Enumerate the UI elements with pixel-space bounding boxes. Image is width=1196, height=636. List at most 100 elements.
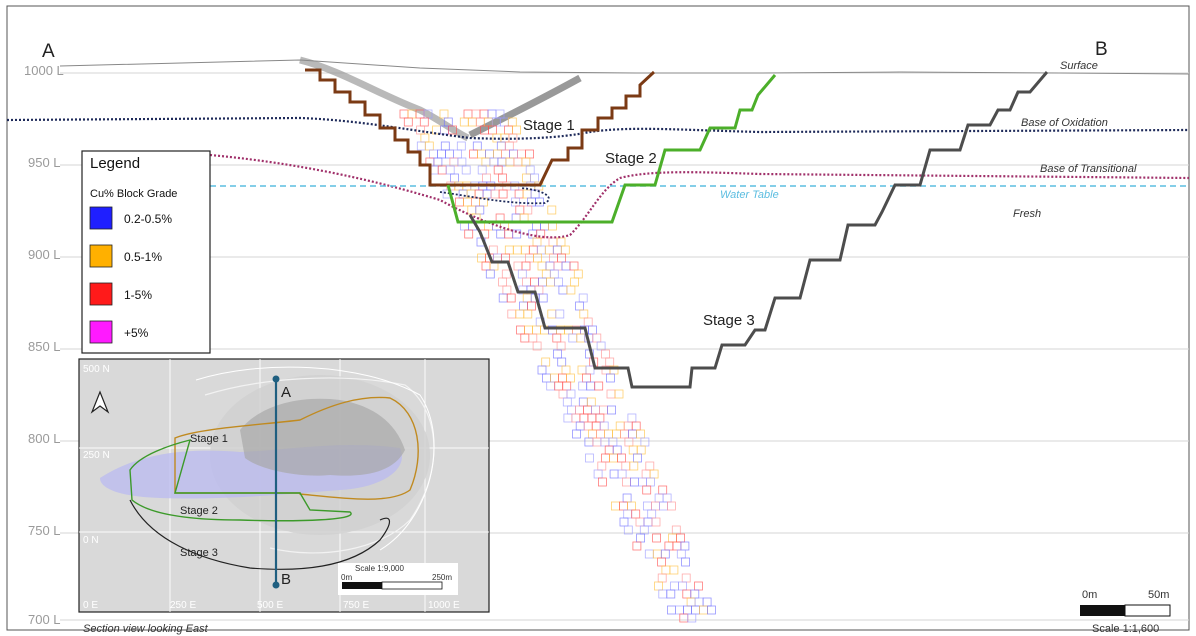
legend-swatch-orange — [89, 244, 113, 268]
grade-block — [594, 381, 604, 391]
inset-east-1000: 1000 E — [428, 600, 460, 611]
fresh-label: Fresh — [1013, 208, 1041, 220]
grade-block — [598, 477, 607, 487]
inset-plan-map: A B Stage 1 Stage 2 Stage 3 500 N 250 N … — [78, 358, 490, 613]
north-arrow-icon — [90, 390, 110, 414]
legend-swatch-magenta — [89, 320, 113, 344]
level-800: 800 L — [28, 431, 61, 446]
main-scale-bar: 0m 50m Scale 1:1,600 — [1080, 589, 1171, 635]
inset-scale-end: 250m — [432, 573, 452, 582]
grade-block — [448, 125, 458, 135]
grade-block — [464, 229, 474, 239]
grade-block — [651, 517, 661, 527]
stage1-pit-shell — [305, 68, 656, 187]
legend-subtitle: Cu% Block Grade — [90, 188, 177, 200]
grade-block — [606, 373, 615, 383]
grade-block — [532, 341, 542, 351]
inset-east-250: 250 E — [170, 600, 196, 611]
grade-block — [632, 541, 642, 551]
inset-scale-start: 0m — [341, 573, 352, 582]
grade-block — [566, 285, 576, 295]
scale-label: Scale 1:1,600 — [1092, 623, 1159, 635]
inset-north-500: 500 N — [83, 364, 110, 375]
grade-block — [547, 205, 557, 215]
grade-block — [461, 165, 471, 175]
level-950: 950 L — [28, 155, 61, 170]
inset-stage3-outline — [129, 499, 390, 570]
surface-label: Surface — [1060, 60, 1098, 72]
inset-point-b: B — [281, 571, 291, 588]
old-pit-wall-west — [299, 56, 470, 142]
grade-block — [523, 309, 533, 319]
level-1000: 1000 L — [24, 63, 64, 78]
inset-point-a: A — [281, 384, 291, 401]
legend-swatch-red — [89, 282, 113, 306]
grade-block — [707, 605, 716, 615]
legend-title: Legend — [90, 155, 140, 172]
grade-block — [607, 405, 616, 415]
grade-block — [669, 565, 679, 575]
inset-stage1-outline — [174, 396, 419, 500]
inset-scale-box — [338, 563, 458, 595]
grade-block — [512, 229, 522, 239]
inset-stage3-label: Stage 3 — [180, 547, 218, 559]
grade-block — [506, 293, 516, 303]
grade-block — [555, 309, 565, 319]
legend-item-1: 0.2-0.5% — [124, 212, 172, 226]
water-table-label: Water Table — [720, 189, 779, 201]
grade-block — [572, 429, 581, 439]
scale-end: 50m — [1148, 589, 1169, 601]
legend-swatch-blue — [89, 206, 113, 230]
inset-east-500: 500 E — [257, 600, 283, 611]
scale-start: 0m — [1082, 589, 1097, 601]
grade-block — [642, 485, 652, 495]
inset-east-0: 0 E — [83, 600, 98, 611]
grade-block — [652, 533, 661, 543]
inset-stage2-outline — [129, 439, 352, 522]
inset-north-0: 0 N — [83, 535, 99, 546]
stage2-pit-shell — [446, 74, 777, 224]
legend: Legend Cu% Block Grade 0.2-0.5% 0.5-1% 1… — [81, 150, 211, 354]
inset-east-750: 750 E — [343, 600, 369, 611]
section-point-b: B — [1095, 39, 1108, 60]
base-of-oxidation-line — [6, 116, 1190, 140]
surface-line — [59, 59, 1190, 75]
legend-item-4: +5% — [124, 326, 149, 340]
base-oxidation-label: Base of Oxidation — [1021, 117, 1108, 129]
grade-block — [623, 525, 633, 535]
level-700: 700 L — [28, 612, 61, 627]
inset-stage2-label: Stage 2 — [180, 505, 218, 517]
stage2-label: Stage 2 — [605, 150, 657, 167]
stage1-label: Stage 1 — [523, 117, 575, 134]
section-point-a: A — [42, 41, 55, 62]
grade-block — [535, 197, 544, 207]
grade-block — [403, 117, 413, 127]
inset-north-250: 250 N — [83, 450, 110, 461]
grade-block — [636, 429, 645, 439]
grade-block — [585, 453, 594, 463]
oxidation-pocket — [439, 187, 550, 205]
legend-item-2: 0.5-1% — [124, 250, 162, 264]
inset-scale-label: Scale 1:9,000 — [355, 564, 404, 573]
grade-block — [614, 389, 624, 399]
grade-block — [579, 309, 589, 319]
stage3-label: Stage 3 — [703, 312, 755, 329]
base-transitional-label: Base of Transitional — [1040, 163, 1137, 175]
grade-block — [485, 269, 495, 279]
section-view-caption: Section view looking East — [83, 623, 209, 635]
grade-block — [667, 501, 676, 511]
inset-stage1-label: Stage 1 — [190, 433, 228, 445]
level-850: 850 L — [28, 339, 61, 354]
legend-item-3: 1-5% — [124, 288, 152, 302]
grade-block — [681, 557, 690, 567]
grade-block — [538, 293, 548, 303]
grade-block — [533, 253, 542, 263]
level-750: 750 L — [28, 523, 61, 538]
grade-block — [498, 189, 508, 199]
grade-block — [629, 461, 639, 471]
stage3-pit-shell — [468, 71, 1049, 389]
level-900: 900 L — [28, 247, 61, 262]
grade-block — [537, 365, 547, 375]
